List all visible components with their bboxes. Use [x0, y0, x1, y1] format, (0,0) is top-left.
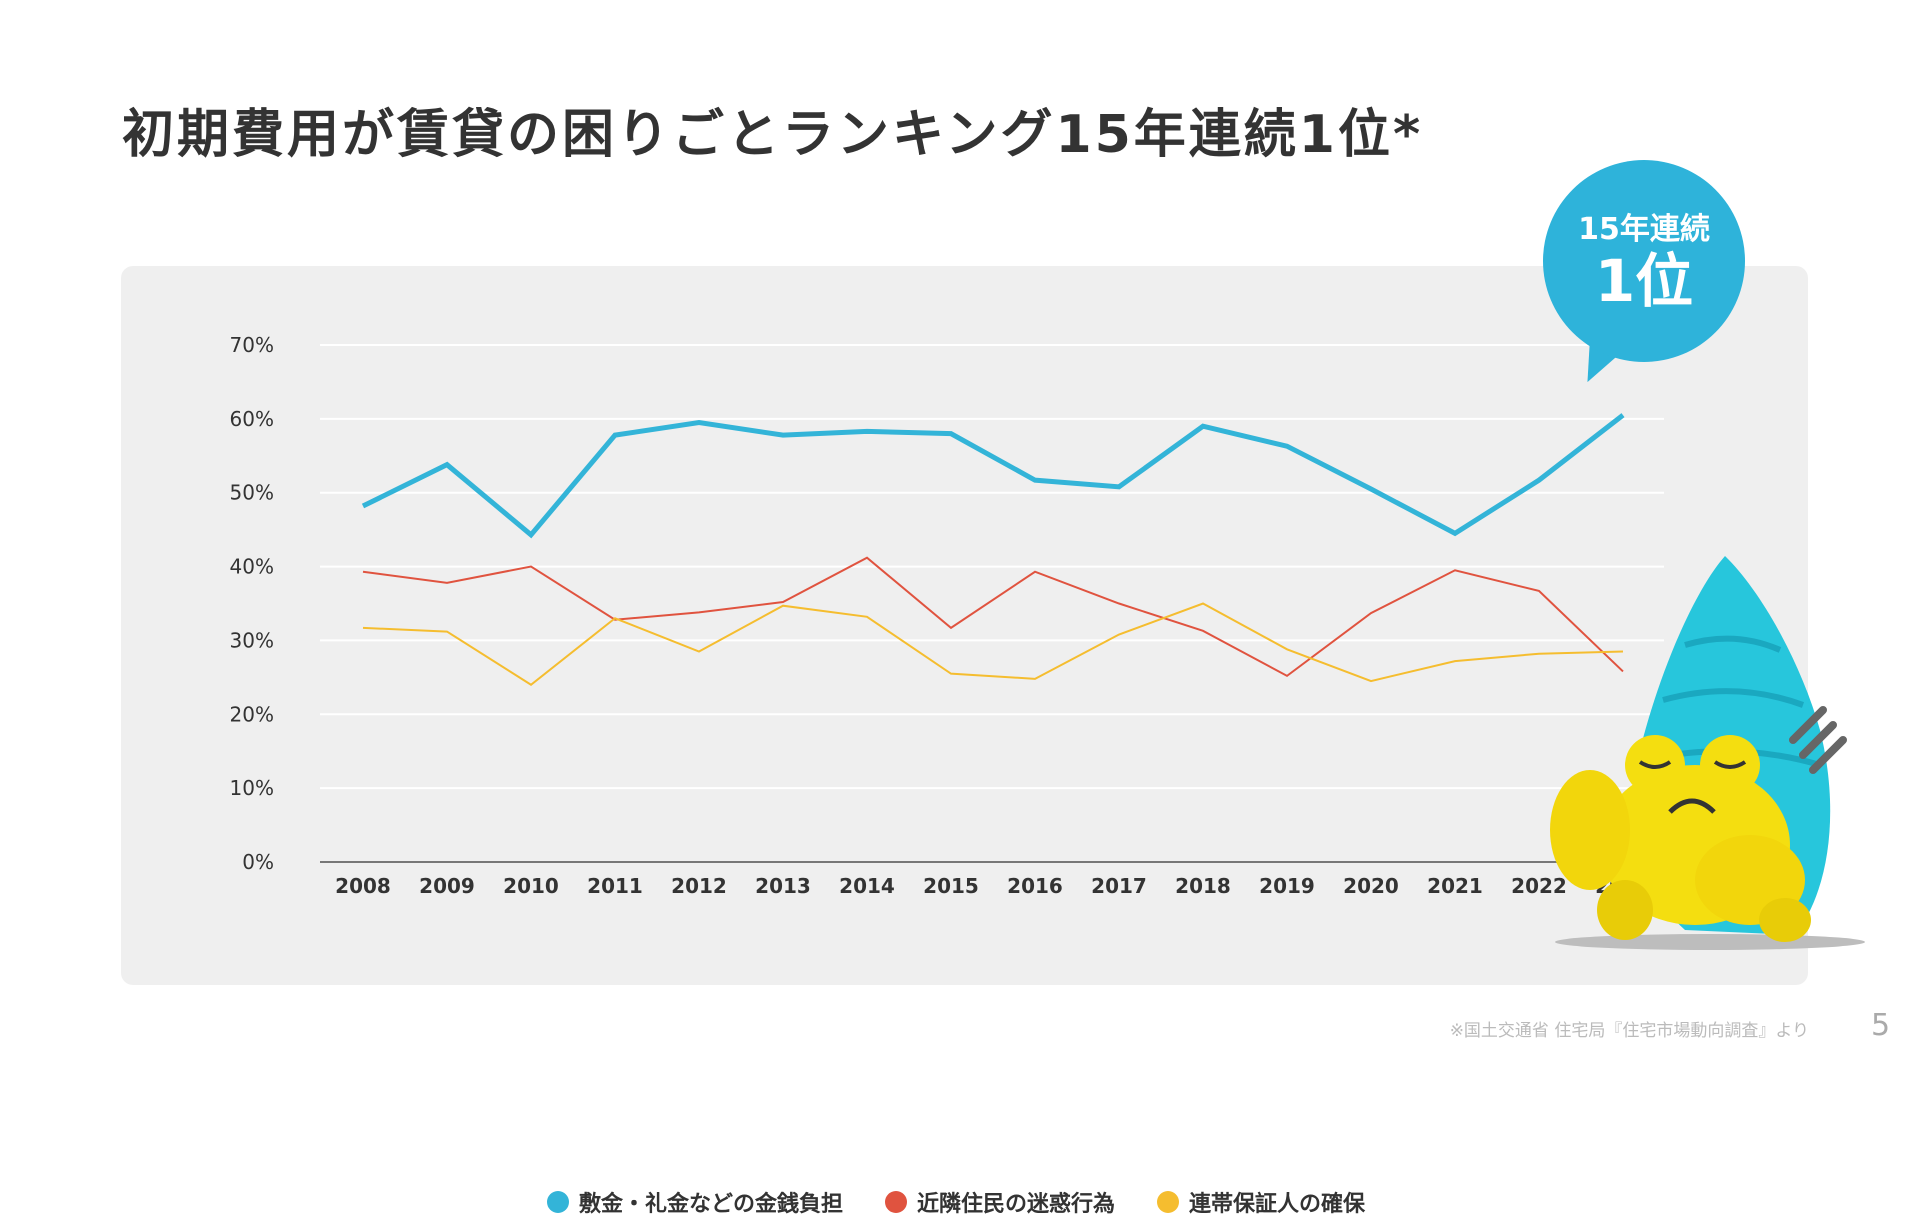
y-tick-label: 30%	[230, 628, 274, 652]
y-tick-label: 70%	[230, 333, 274, 357]
x-tick-label: 2011	[587, 874, 643, 898]
x-tick-label: 2008	[335, 874, 391, 898]
y-tick-label: 20%	[230, 702, 274, 726]
x-tick-label: 2015	[923, 874, 979, 898]
x-tick-label: 2009	[419, 874, 475, 898]
series-line-1	[363, 415, 1623, 535]
ranking-badge: 15年連続 1位	[1543, 160, 1745, 362]
legend-marker-icon	[885, 1191, 907, 1213]
x-tick-label: 2014	[839, 874, 895, 898]
y-tick-label: 50%	[230, 481, 274, 505]
x-tick-label: 2012	[671, 874, 727, 898]
legend-marker-icon	[547, 1191, 569, 1213]
series-line-3	[363, 604, 1623, 685]
source-note: ※国土交通省 住宅局『住宅市場動向調査』より	[1450, 1016, 1809, 1041]
legend-item: 敷金・礼金などの金銭負担	[547, 1186, 843, 1218]
x-tick-label: 2021	[1427, 874, 1483, 898]
x-tick-label: 2020	[1343, 874, 1399, 898]
legend-item: 近隣住民の迷惑行為	[885, 1186, 1115, 1218]
page-number: 5	[1871, 1008, 1890, 1043]
x-tick-label: 2018	[1175, 874, 1231, 898]
x-tick-label: 2013	[755, 874, 811, 898]
y-tick-label: 60%	[230, 407, 274, 431]
x-tick-label: 2017	[1091, 874, 1147, 898]
y-tick-label: 0%	[242, 850, 274, 874]
legend-item: 連帯保証人の確保	[1157, 1186, 1365, 1218]
chart-legend: 敷金・礼金などの金銭負担 近隣住民の迷惑行為 連帯保証人の確保	[121, 1186, 1791, 1218]
page-title: 初期費用が賃貸の困りごとランキング15年連続1位*	[122, 92, 1423, 167]
legend-label: 近隣住民の迷惑行為	[917, 1186, 1115, 1218]
legend-label: 連帯保証人の確保	[1189, 1186, 1365, 1218]
series-line-2	[363, 558, 1623, 676]
x-tick-label: 2019	[1259, 874, 1315, 898]
x-tick-label: 2016	[1007, 874, 1063, 898]
y-tick-label: 40%	[230, 555, 274, 579]
x-tick-label: 2010	[503, 874, 559, 898]
badge-line1: 15年連続	[1543, 204, 1745, 248]
hermit-crab-mascot-illustration	[1545, 550, 1875, 960]
badge-line2: 1位	[1543, 248, 1745, 314]
legend-label: 敷金・礼金などの金銭負担	[579, 1186, 843, 1218]
legend-marker-icon	[1157, 1191, 1179, 1213]
y-tick-label: 10%	[230, 776, 274, 800]
